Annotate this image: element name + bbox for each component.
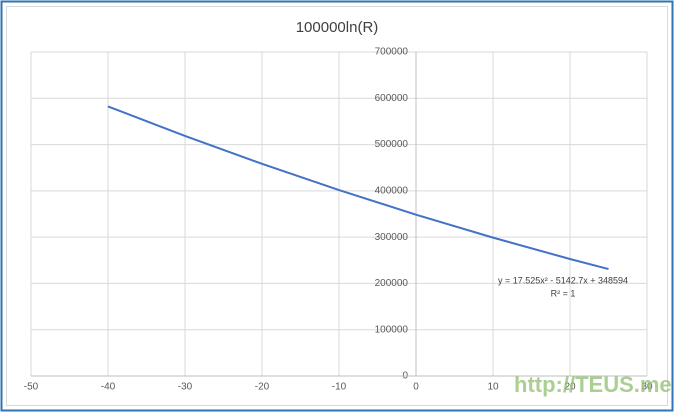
chart-area: [6, 6, 668, 406]
data-line: [107, 105, 609, 271]
chart-title: 100000ln(R): [296, 19, 379, 36]
y-tick-label: 400000: [375, 185, 409, 196]
y-tick-label: 100000: [375, 324, 409, 335]
y-tick-label: 600000: [375, 93, 409, 104]
x-tick-label: -30: [178, 382, 193, 393]
x-tick-label: -50: [24, 382, 39, 393]
x-tick-label: 0: [413, 382, 419, 393]
trendline-label: y = 17.525x² - 5142.7x + 348594: [498, 275, 628, 285]
y-tick-label: 500000: [375, 139, 409, 150]
x-tick-label: 30: [641, 382, 653, 393]
watermark: http://TEUS.me: [514, 372, 672, 397]
y-tick-label: 200000: [375, 278, 409, 289]
trendline-label: R² = 1: [551, 288, 576, 298]
y-tick-label: 700000: [375, 47, 409, 58]
y-tick-label: 300000: [375, 232, 409, 243]
x-tick-label: 20: [564, 382, 576, 393]
x-tick-label: -40: [101, 382, 116, 393]
x-tick-label: 10: [487, 382, 499, 393]
x-tick-label: -20: [255, 382, 270, 393]
x-tick-label: -10: [332, 382, 347, 393]
